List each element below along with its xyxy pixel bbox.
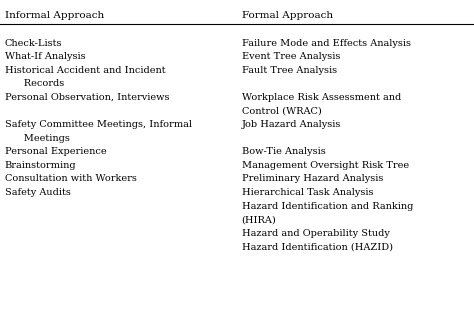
- Text: Meetings: Meetings: [5, 134, 70, 143]
- Text: What-If Analysis: What-If Analysis: [5, 52, 85, 61]
- Text: Control (WRAC): Control (WRAC): [242, 107, 321, 116]
- Text: Safety Audits: Safety Audits: [5, 188, 71, 197]
- Text: Fault Tree Analysis: Fault Tree Analysis: [242, 66, 337, 75]
- Text: Preliminary Hazard Analysis: Preliminary Hazard Analysis: [242, 174, 383, 183]
- Text: Check-Lists: Check-Lists: [5, 39, 62, 48]
- Text: Hazard Identification and Ranking: Hazard Identification and Ranking: [242, 202, 413, 211]
- Text: Hierarchical Task Analysis: Hierarchical Task Analysis: [242, 188, 373, 197]
- Text: Job Hazard Analysis: Job Hazard Analysis: [242, 120, 341, 129]
- Text: Consultation with Workers: Consultation with Workers: [5, 174, 137, 183]
- Text: Formal Approach: Formal Approach: [242, 11, 333, 20]
- Text: Bow-Tie Analysis: Bow-Tie Analysis: [242, 147, 326, 156]
- Text: (HIRA): (HIRA): [242, 215, 276, 224]
- Text: Brainstorming: Brainstorming: [5, 161, 76, 170]
- Text: Records: Records: [5, 79, 64, 89]
- Text: Hazard and Operability Study: Hazard and Operability Study: [242, 229, 390, 238]
- Text: Hazard Identification (HAZID): Hazard Identification (HAZID): [242, 242, 393, 251]
- Text: Historical Accident and Incident: Historical Accident and Incident: [5, 66, 165, 75]
- Text: Informal Approach: Informal Approach: [5, 11, 104, 20]
- Text: Safety Committee Meetings, Informal: Safety Committee Meetings, Informal: [5, 120, 192, 129]
- Text: Event Tree Analysis: Event Tree Analysis: [242, 52, 340, 61]
- Text: Personal Observation, Interviews: Personal Observation, Interviews: [5, 93, 169, 102]
- Text: Workplace Risk Assessment and: Workplace Risk Assessment and: [242, 93, 401, 102]
- Text: Personal Experience: Personal Experience: [5, 147, 106, 156]
- Text: Management Oversight Risk Tree: Management Oversight Risk Tree: [242, 161, 409, 170]
- Text: Failure Mode and Effects Analysis: Failure Mode and Effects Analysis: [242, 39, 411, 48]
